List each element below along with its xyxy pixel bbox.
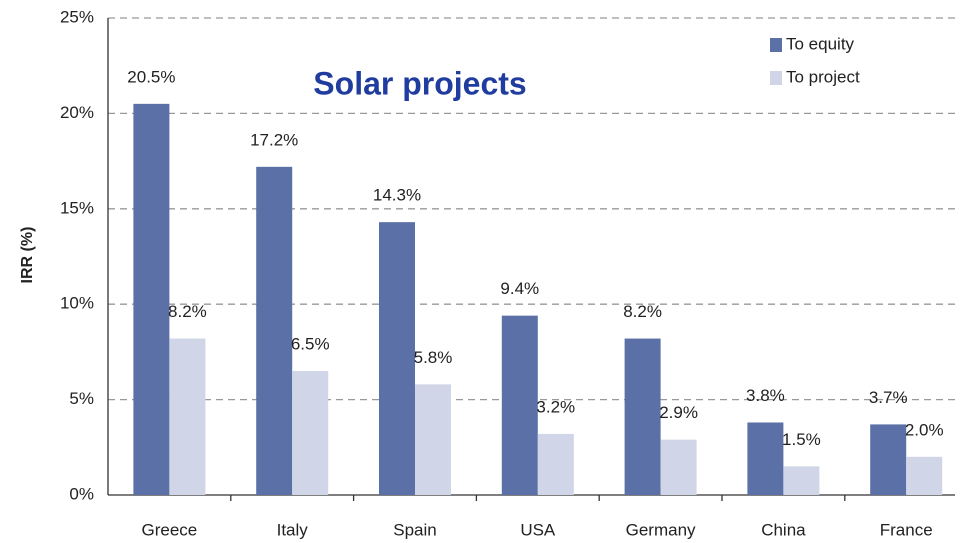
data-label: 8.2% xyxy=(168,302,207,321)
data-label: 3.7% xyxy=(869,388,908,407)
data-label: 3.8% xyxy=(746,386,785,405)
legend-label: To equity xyxy=(786,34,855,53)
bar xyxy=(747,422,784,495)
bar xyxy=(660,439,697,495)
x-tick-label: China xyxy=(761,520,806,539)
x-tick-label: USA xyxy=(520,520,556,539)
data-label: 17.2% xyxy=(250,130,298,149)
data-label: 14.3% xyxy=(373,186,421,205)
bar xyxy=(783,466,820,495)
data-label: 8.2% xyxy=(623,302,662,321)
data-label: 3.2% xyxy=(536,397,575,416)
y-tick-label: 15% xyxy=(60,198,94,217)
data-label: 6.5% xyxy=(291,334,330,353)
y-tick-label: 20% xyxy=(60,103,94,122)
data-label: 20.5% xyxy=(127,67,175,86)
y-tick-label: 10% xyxy=(60,294,94,313)
y-tick-label: 0% xyxy=(69,484,94,503)
bar xyxy=(501,315,538,495)
data-label: 9.4% xyxy=(500,279,539,298)
bar xyxy=(415,384,451,495)
data-label: 2.9% xyxy=(659,403,698,422)
bar xyxy=(537,433,574,495)
bar xyxy=(133,103,170,496)
legend-label: To project xyxy=(786,67,860,86)
bar xyxy=(624,338,661,495)
bar xyxy=(379,222,415,495)
x-tick-label: Germany xyxy=(626,520,696,539)
data-label: 2.0% xyxy=(905,420,944,439)
y-tick-label: 25% xyxy=(60,7,94,26)
bar xyxy=(870,424,907,495)
x-tick-label: Italy xyxy=(277,520,309,539)
chart-title: Solar projects xyxy=(313,65,526,101)
legend-swatch xyxy=(770,71,782,85)
y-tick-label: 5% xyxy=(69,389,94,408)
legend-swatch xyxy=(770,38,782,52)
x-tick-label: France xyxy=(880,520,933,539)
x-tick-label: Spain xyxy=(393,520,436,539)
y-axis-label: IRR (%) xyxy=(19,227,36,284)
bar xyxy=(292,370,329,495)
x-tick-label: Greece xyxy=(142,520,198,539)
bar xyxy=(906,456,943,495)
data-label: 1.5% xyxy=(782,430,821,449)
data-label: 5.8% xyxy=(414,348,453,367)
bar xyxy=(256,166,293,495)
bar xyxy=(169,338,206,495)
